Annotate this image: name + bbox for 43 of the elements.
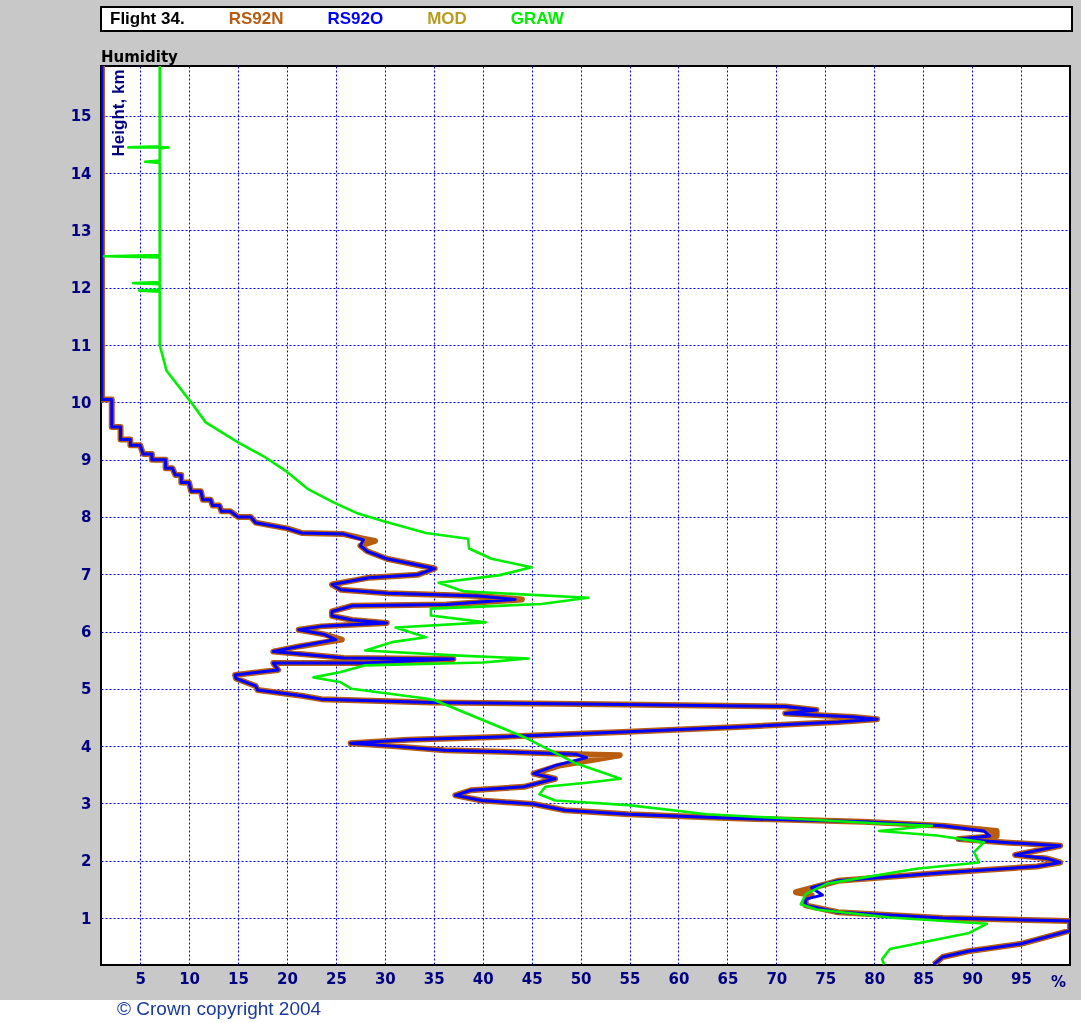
x-tick-label: 50 — [570, 969, 592, 988]
y-tick-label: 9 — [81, 451, 92, 470]
y-tick-label: 11 — [70, 336, 92, 355]
x-tick-label: 35 — [423, 969, 445, 988]
x-tick-label: 80 — [864, 969, 886, 988]
y-tick-label: 6 — [81, 623, 92, 642]
chart-title: Humidity — [101, 48, 179, 66]
x-tick-label: 15 — [228, 969, 249, 988]
x-tick-label: 20 — [277, 969, 298, 988]
y-axis-title: Height, km — [108, 69, 128, 157]
y-tick-label: 3 — [81, 794, 92, 813]
chart-subtitle: Flight 34. — [110, 8, 185, 30]
x-tick-label: 30 — [374, 969, 396, 988]
x-tick-label: 65 — [717, 969, 739, 988]
x-tick-label: 70 — [766, 969, 788, 988]
text: GRAW — [510, 8, 564, 30]
y-tick-label: 14 — [70, 164, 92, 183]
x-tick-label: 10 — [179, 969, 201, 988]
y-tick-label: 2 — [81, 852, 92, 871]
y-tick-label: 10 — [70, 393, 92, 412]
y-tick-label: 4 — [81, 737, 92, 756]
text: RS92O — [327, 8, 384, 30]
x-tick-label: 25 — [325, 969, 347, 988]
y-tick-label: 13 — [70, 221, 92, 240]
x-tick-label: 55 — [619, 969, 641, 988]
x-tick-label: 75 — [815, 969, 837, 988]
y-tick-label: 8 — [81, 508, 92, 527]
y-tick-label: 12 — [70, 279, 92, 298]
x-axis-title: % — [1050, 972, 1067, 991]
x-tick-label: 85 — [913, 969, 935, 988]
legend-label: MOD — [427, 8, 467, 30]
x-tick-label: 40 — [472, 969, 494, 988]
y-tick-label: 1 — [81, 909, 92, 928]
x-tick-label: 5 — [135, 969, 146, 988]
text: © Crown copyright 2004 — [117, 998, 322, 1020]
x-tick-label: 95 — [1011, 969, 1032, 988]
y-tick-label: 15 — [70, 107, 92, 126]
x-tick-label: 45 — [521, 969, 543, 988]
x-tick-label: 60 — [668, 969, 690, 988]
y-tick-label: 5 — [81, 680, 92, 699]
text: RS92N — [228, 8, 284, 30]
y-tick-label: 7 — [81, 565, 92, 584]
x-tick-label: 90 — [962, 969, 984, 988]
